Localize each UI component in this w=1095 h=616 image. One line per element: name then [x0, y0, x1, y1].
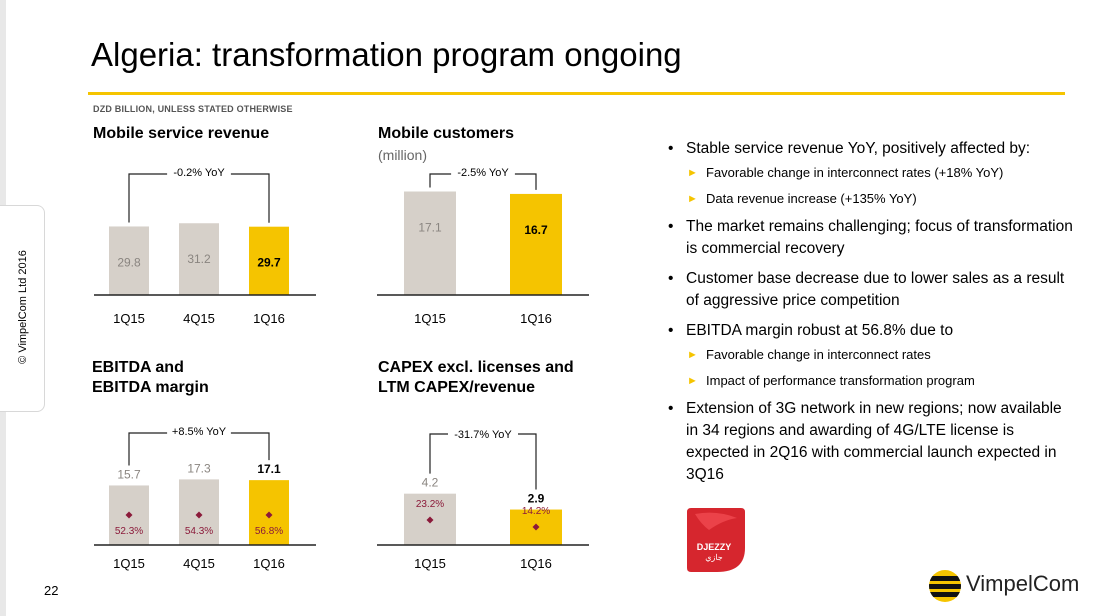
- ratio-marker: [426, 516, 434, 524]
- arrow-bullet-icon: ►: [687, 167, 698, 179]
- copyright-tab: [0, 205, 45, 412]
- bar-4Q15: [179, 223, 219, 295]
- ratio-label: 23.2%: [416, 499, 444, 510]
- arrow-bullet-icon: ►: [687, 349, 698, 361]
- value-label: 31.2: [187, 252, 211, 266]
- value-label: 17.3: [187, 461, 211, 475]
- category-label: 1Q15: [113, 556, 145, 571]
- vimpelcom-logo: VimpelCom: [928, 568, 1080, 604]
- djezzy-logo-arabic: جازي: [705, 553, 723, 562]
- chart-title-ebitda: EBITDA and EBITDA margin: [92, 358, 209, 398]
- value-label: 29.7: [257, 256, 281, 270]
- bracket-right: [514, 173, 537, 190]
- yoy-annotation: -2.5% YoY: [457, 167, 509, 179]
- units-note: DZD BILLION, UNLESS STATED OTHERWISE: [93, 104, 293, 114]
- margin-label: 54.3%: [185, 526, 213, 537]
- bracket-right: [518, 433, 537, 490]
- category-label: 1Q16: [520, 311, 552, 326]
- chart-title-revenue: Mobile service revenue: [93, 125, 270, 142]
- yoy-annotation: -31.7% YoY: [454, 429, 512, 441]
- yoy-bracket: [128, 432, 270, 466]
- yoy-bracket: [429, 173, 537, 190]
- ratio-marker: [532, 523, 540, 531]
- value-label: 2.9: [528, 492, 545, 506]
- vimpelcom-bee-icon: [929, 570, 961, 602]
- chart-title-customers: Mobile customers: [378, 125, 515, 142]
- vimpelcom-logo-text: VimpelCom: [966, 571, 1080, 596]
- yoy-annotation: +8.5% YoY: [172, 426, 227, 438]
- category-label: 4Q15: [183, 556, 215, 571]
- margin-marker: [265, 511, 273, 519]
- category-label: 1Q16: [253, 556, 285, 571]
- chart-title-capex-line1: CAPEX excl. licenses and: [378, 359, 574, 376]
- chart-title-ebitda-line1: EBITDA and: [92, 359, 184, 376]
- ratio-label: 14.2%: [522, 506, 550, 517]
- chart-subtitle-customers: (million): [378, 147, 427, 163]
- djezzy-logo: DJEZZY جازي: [687, 508, 745, 572]
- bracket-left: [128, 432, 168, 466]
- commentary-bullets: Stable service revenue YoY, positively a…: [668, 138, 1078, 490]
- bracket-left: [128, 173, 168, 223]
- bracket-left: [429, 173, 452, 188]
- djezzy-logo-latin: DJEZZY: [697, 542, 732, 552]
- value-label: 17.1: [418, 221, 442, 235]
- yoy-bracket: [429, 433, 537, 490]
- value-label: 16.7: [524, 223, 548, 237]
- category-label: 1Q16: [253, 311, 285, 326]
- page-title: Algeria: transformation program ongoing: [91, 36, 682, 73]
- category-label: 1Q15: [113, 311, 145, 326]
- chart-title-capex: CAPEX excl. licenses and LTM CAPEX/reven…: [378, 358, 574, 398]
- bar-1Q15: [404, 191, 456, 295]
- margin-label: 52.3%: [115, 526, 143, 537]
- ebitda-chart: 15.7 1Q15 17.3 4Q15 17.1 1Q16 52.3% 54.3% 56.8% +…: [94, 426, 316, 571]
- margin-label: 56.8%: [255, 526, 283, 537]
- margin-marker: [195, 511, 203, 519]
- sub-bullet-item: ► Favorable change in interconnect rates …: [687, 165, 1004, 180]
- bullet-item: Extension of 3G network in new regions; …: [668, 398, 1078, 486]
- copyright-text: © VimpelCom Ltd 2016: [17, 250, 29, 364]
- category-label: 1Q15: [414, 556, 446, 571]
- bullet-item: Customer base decrease due to lower sale…: [668, 268, 1078, 312]
- bullet-item: Stable service revenue YoY, positively a…: [668, 138, 1078, 160]
- revenue-chart: 29.8 1Q15 31.2 4Q15 29.7 1Q16 -0.2% YoY: [94, 167, 316, 326]
- bracket-left: [429, 433, 448, 474]
- bar-1Q16: [249, 226, 289, 295]
- chart-title-ebitda-line2: EBITDA margin: [92, 379, 209, 396]
- yoy-annotation: -0.2% YoY: [173, 167, 225, 179]
- sub-bullet-item: ► Impact of performance transformation pr…: [687, 373, 975, 388]
- value-label: 4.2: [422, 476, 439, 490]
- bracket-right: [230, 173, 270, 223]
- title-underline: [88, 92, 1065, 95]
- bullet-item: The market remains challenging; focus of…: [668, 216, 1078, 260]
- chart-title-capex-line2: LTM CAPEX/revenue: [378, 379, 536, 396]
- value-label: 17.1: [257, 462, 281, 476]
- category-label: 4Q15: [183, 311, 215, 326]
- yoy-bracket: [128, 173, 270, 223]
- arrow-bullet-icon: ►: [687, 375, 698, 387]
- bullet-item: EBITDA margin robust at 56.8% due to: [668, 320, 1078, 342]
- value-label: 15.7: [117, 467, 141, 481]
- bracket-right: [230, 432, 270, 461]
- page-number: 22: [44, 583, 59, 598]
- margin-marker: [125, 511, 133, 519]
- customers-chart: 17.1 1Q15 16.7 1Q16 -2.5% YoY: [377, 167, 589, 326]
- category-label: 1Q15: [414, 311, 446, 326]
- capex-chart: 4.2 1Q15 2.9 1Q16 23.2% 14.2% -31.7% YoY: [377, 429, 589, 571]
- category-label: 1Q16: [520, 556, 552, 571]
- sub-bullet-item: ► Data revenue increase (+135% YoY): [687, 191, 917, 206]
- value-label: 29.8: [117, 255, 141, 269]
- bar-1Q16: [510, 193, 562, 295]
- sub-bullet-item: ► Favorable change in interconnect rates: [687, 347, 931, 362]
- bar-1Q15: [109, 226, 149, 295]
- arrow-bullet-icon: ►: [687, 193, 698, 205]
